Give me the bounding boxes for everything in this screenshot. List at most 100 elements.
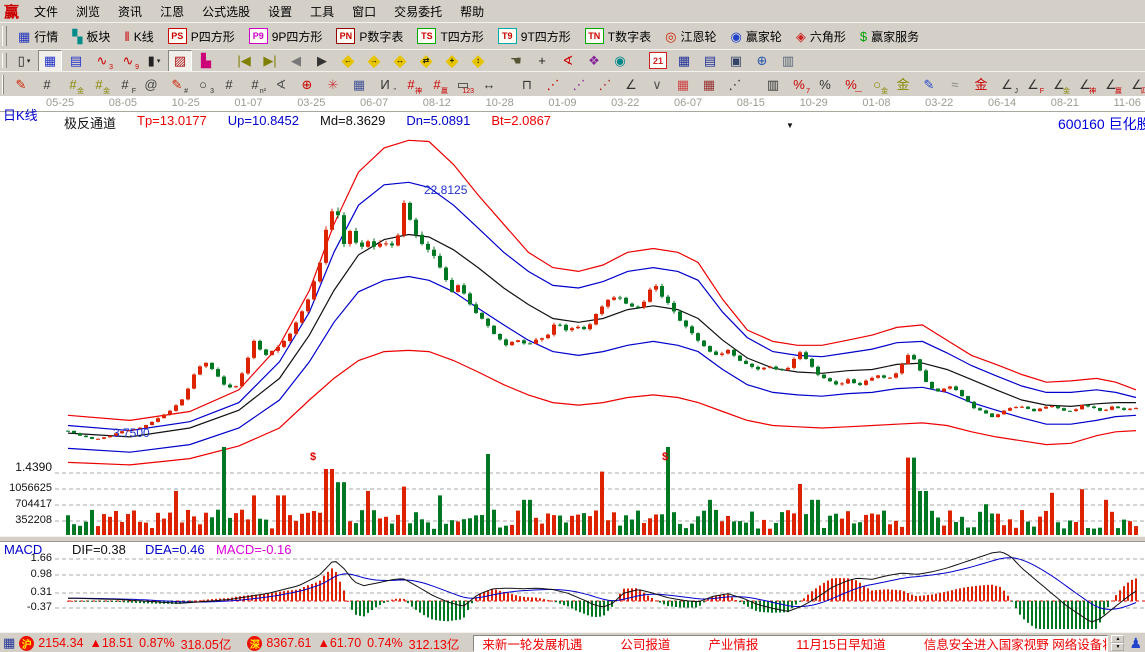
- main-toolbar-kline-button[interactable]: ‖ K线: [117, 25, 160, 47]
- draw-percent-button[interactable]: %: [813, 74, 837, 96]
- menu-item-工具[interactable]: 工具: [310, 4, 335, 19]
- ticker-item[interactable]: 产业情报: [708, 637, 759, 652]
- main-toolbar-p-number-table-button[interactable]: PN P数字表: [329, 25, 410, 47]
- menu-item-公式选股[interactable]: 公式选股: [202, 4, 251, 19]
- main-toolbar-sectors-button[interactable]: ▚ 板块: [65, 25, 117, 47]
- draw-gann-fence-f-button[interactable]: # F: [113, 74, 137, 96]
- draw-price-meter-button[interactable]: ▥: [761, 74, 785, 96]
- nav-gann-flower-button[interactable]: ❖: [582, 50, 606, 72]
- nav-cycle-cloud-button[interactable]: ◉: [608, 50, 632, 72]
- draw-angle-mirror-button[interactable]: ∢: [269, 74, 293, 96]
- nav-save-button[interactable]: ▣: [724, 50, 748, 72]
- draw-star-wheel-button[interactable]: ✳: [321, 74, 345, 96]
- ticker-down-button[interactable]: ▼: [1111, 643, 1125, 651]
- main-toolbar-t-number-table-button[interactable]: TN T数字表: [578, 25, 658, 47]
- panel-separator[interactable]: [0, 536, 1145, 542]
- ticker-item[interactable]: 公司报道: [620, 637, 671, 652]
- nav-step-back-button[interactable]: ◀: [284, 50, 308, 72]
- ticker-up-button[interactable]: ▲: [1111, 635, 1125, 643]
- menu-item-帮助[interactable]: 帮助: [460, 4, 485, 19]
- ticker-item[interactable]: 信息安全进入国家视野 网络设备将: [923, 637, 1109, 652]
- draw-box-tool-button[interactable]: ⊓: [515, 74, 539, 96]
- nav-candle-style-button[interactable]: ▮ ▾: [142, 50, 166, 72]
- menu-item-交易委托[interactable]: 交易委托: [394, 4, 443, 19]
- nav-print-button[interactable]: ▥: [776, 50, 800, 72]
- draw-trend-angles-button[interactable]: ∠: [619, 74, 643, 96]
- nav-zoom-horizontal-button[interactable]: ◆ ↔: [388, 50, 412, 72]
- nav-crosshair-button[interactable]: +: [530, 50, 554, 72]
- main-toolbar-winner-service-button[interactable]: $ 赢家服务: [853, 25, 926, 47]
- quote-grid-icon[interactable]: ▦: [3, 635, 16, 650]
- draw-gold-circle-button[interactable]: ○ 金: [865, 74, 889, 96]
- draw-circle-cross-button[interactable]: ⊕: [295, 74, 319, 96]
- nav-color-histogram-button[interactable]: ▙: [194, 50, 218, 72]
- draw-angle-ying-button[interactable]: ∠ 赢: [1099, 74, 1123, 96]
- main-toolbar-9t-square-button[interactable]: T9 9T四方形: [491, 25, 578, 47]
- menu-item-资讯[interactable]: 资讯: [118, 4, 143, 19]
- toolbar-grip[interactable]: [2, 26, 7, 46]
- draw-rays-parallel-button[interactable]: ⋰: [723, 74, 747, 96]
- draw-gann-fence-gold-2-button[interactable]: # 金: [87, 74, 111, 96]
- nav-zoom-left-button[interactable]: ◆ ←: [336, 50, 360, 72]
- nav-wave-3-button[interactable]: ∿ 3: [90, 50, 114, 72]
- draw-grid-box-button[interactable]: ▦: [697, 74, 721, 96]
- nav-notes-button[interactable]: ▤: [698, 50, 722, 72]
- ticker-item[interactable]: 来新一轮发展机遇: [482, 637, 583, 652]
- main-toolbar-gann-wheel-button[interactable]: ◎ 江恩轮: [658, 25, 723, 47]
- draw-angle-gold-button[interactable]: ∠ 金: [1047, 74, 1071, 96]
- main-toolbar-t-square-button[interactable]: TS T四方形: [410, 25, 490, 47]
- main-toolbar-winner-wheel-button[interactable]: ◉ 赢家轮: [724, 25, 789, 47]
- draw-rays-box-button[interactable]: ⋰: [567, 74, 591, 96]
- draw-circle-segments-button[interactable]: ○ 3: [191, 74, 215, 96]
- toolbar-grip[interactable]: [2, 52, 7, 69]
- main-toolbar-9p-square-button[interactable]: P9 9P四方形: [242, 25, 330, 47]
- nav-zoom-swap-button[interactable]: ◆ ⇄: [414, 50, 438, 72]
- draw-square-wheel-button[interactable]: ▦: [347, 74, 371, 96]
- nav-go-last-button[interactable]: ▶|: [258, 50, 282, 72]
- nav-wave-9-button[interactable]: ∿ 9: [116, 50, 140, 72]
- draw-angle-j-button[interactable]: ∠ J: [995, 74, 1019, 96]
- draw-gold-red-button[interactable]: 金: [969, 74, 993, 96]
- ticker-item[interactable]: 11月15日早知道: [796, 637, 886, 652]
- draw-percent-7-button[interactable]: % 7: [787, 74, 811, 96]
- draw-span-measure-button[interactable]: ↔: [477, 74, 501, 96]
- nav-info-panel-button[interactable]: ▤: [64, 50, 88, 72]
- nav-zoom-vertical-button[interactable]: ◆ ↕: [466, 50, 490, 72]
- draw-wave-channel-button[interactable]: ≈: [943, 74, 967, 96]
- nav-pattern-tool-button[interactable]: ▨: [168, 49, 192, 72]
- draw-rays-box-2-button[interactable]: ⋰: [593, 74, 617, 96]
- draw-wave-mark-button[interactable]: И ": [373, 74, 397, 96]
- menu-item-设置[interactable]: 设置: [268, 4, 293, 19]
- draw-angle-f-button[interactable]: ∠ F: [1021, 74, 1045, 96]
- draw-fence-shen-button[interactable]: # 神: [399, 74, 423, 96]
- main-toolbar-hexagon-button[interactable]: ◈ 六角形: [789, 25, 853, 47]
- nav-step-forward-button[interactable]: ▶: [310, 50, 334, 72]
- draw-ruler-123-button[interactable]: ▭ 123: [451, 74, 475, 96]
- menu-item-窗口[interactable]: 窗口: [352, 4, 377, 19]
- nav-calculator-button[interactable]: ▦: [672, 50, 696, 72]
- nav-go-first-button[interactable]: |◀: [232, 50, 256, 72]
- user-icon[interactable]: ♟: [1129, 634, 1142, 651]
- toolbar-grip[interactable]: [2, 75, 4, 94]
- draw-brush-button[interactable]: ✎: [9, 74, 33, 96]
- draw-fence-n2-button[interactable]: # n²: [243, 74, 267, 96]
- draw-fence-plain-button[interactable]: #: [217, 74, 241, 96]
- draw-gann-fence-button[interactable]: #: [35, 74, 59, 96]
- nav-angle-measure-button[interactable]: ∢: [556, 50, 580, 72]
- draw-pen-fence-button[interactable]: ✎ #: [165, 74, 189, 96]
- chart-canvas[interactable]: [0, 96, 1145, 632]
- draw-spiral-button[interactable]: @: [139, 74, 163, 96]
- nav-calendar-button[interactable]: 21: [646, 50, 670, 72]
- draw-pen-note-button[interactable]: ✎: [917, 74, 941, 96]
- draw-gann-fence-gold-button[interactable]: # 金: [61, 74, 85, 96]
- menu-item-浏览[interactable]: 浏览: [76, 4, 101, 19]
- nav-period-daily-button[interactable]: ▯ ▾: [12, 50, 36, 72]
- draw-grid-red-button[interactable]: ▦: [671, 74, 695, 96]
- nav-network-button[interactable]: ⊕: [750, 50, 774, 72]
- nav-zoom-right-button[interactable]: ◆ →: [362, 50, 386, 72]
- draw-percent-line-button[interactable]: % —: [839, 74, 863, 96]
- draw-gold-line-button[interactable]: 金: [891, 74, 915, 96]
- draw-v-guide-button[interactable]: ∨: [645, 74, 669, 96]
- draw-fence-ying-button[interactable]: # 赢: [425, 74, 449, 96]
- nav-pan-hand-button[interactable]: ☚: [504, 50, 528, 72]
